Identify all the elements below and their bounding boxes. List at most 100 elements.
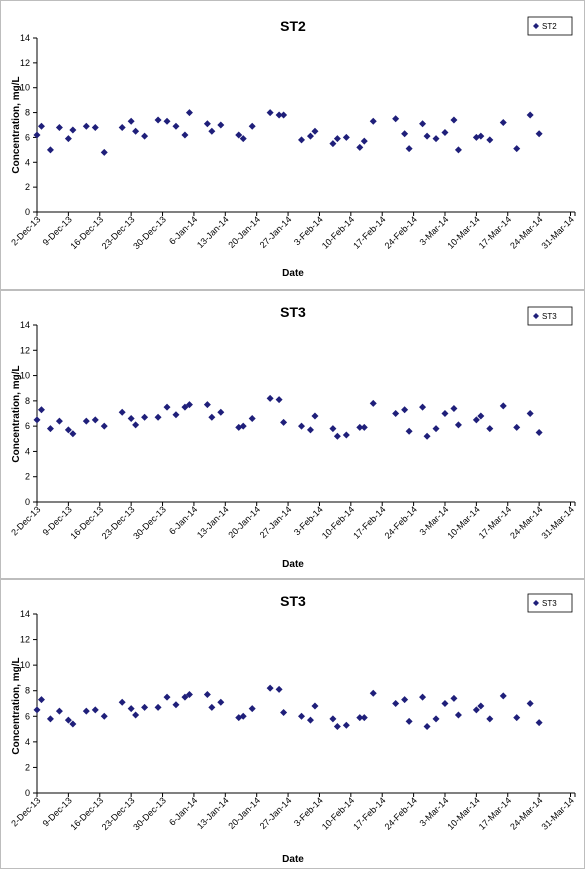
x-tick-label: 16-Dec-13	[68, 214, 105, 251]
data-point	[369, 399, 377, 407]
data-point	[203, 401, 211, 409]
data-point	[298, 422, 306, 430]
data-point	[217, 698, 225, 706]
x-tick-label: 20-Jan-14	[226, 795, 262, 831]
data-point	[454, 711, 462, 719]
x-tick-label: 2-Dec-13	[9, 795, 42, 828]
data-point	[100, 712, 108, 720]
data-point	[239, 135, 247, 143]
data-point	[69, 126, 77, 134]
chart-svg: ST2 ST2 0 2 4 6 8 10 12 14 2-Dec-139-Dec-1316-D…	[9, 16, 576, 279]
chart-panel-st3-duplicate: ST3 ST3 0 2 4 6 8 10 12 14 2-Dec-13 9-Dec-13 16-D…	[0, 579, 585, 869]
data-point	[118, 123, 126, 131]
data-point	[266, 394, 274, 402]
x-tick-label: 10-Mar-14	[445, 504, 481, 540]
data-point	[405, 427, 413, 435]
data-point	[392, 115, 400, 123]
chart-svg: ST3 ST3 0 2 4 6 8 10 12 14 2-Dec-139-Dec-1316-D…	[9, 593, 576, 865]
x-tick-label: 27-Jan-14	[258, 504, 294, 540]
data-point	[172, 701, 180, 709]
data-point	[342, 721, 350, 729]
data-point	[91, 123, 99, 131]
x-tick-label: 24-Mar-14	[508, 214, 544, 250]
data-point	[275, 685, 283, 693]
data-point	[82, 417, 90, 425]
y-tick-label: 8	[25, 686, 30, 696]
data-points	[33, 684, 543, 731]
x-tick-label: 24-Feb-14	[383, 504, 419, 540]
data-point	[432, 135, 440, 143]
data-point	[208, 413, 216, 421]
data-point	[132, 711, 140, 719]
x-tick-label: 31-Mar-14	[540, 795, 576, 831]
data-point	[419, 693, 427, 701]
data-point	[185, 691, 193, 699]
axes	[33, 37, 576, 216]
data-point	[208, 703, 216, 711]
data-point	[333, 432, 341, 440]
y-tick-label: 4	[25, 157, 30, 167]
legend: ST3	[527, 306, 573, 326]
data-point	[163, 117, 171, 125]
x-tick-label: 23-Dec-13	[100, 795, 137, 832]
x-tick-label: 30-Dec-13	[131, 214, 168, 251]
y-tick-label: 8	[25, 108, 30, 118]
data-point	[450, 116, 458, 124]
y-axis-label: Concentration, mg/L	[11, 657, 22, 754]
x-tick-label: 24-Mar-14	[508, 795, 544, 831]
data-point	[311, 702, 319, 710]
data-point	[33, 131, 41, 139]
data-point	[356, 423, 364, 431]
data-point	[311, 127, 319, 135]
data-point	[329, 715, 337, 723]
y-tick-label: 2	[25, 472, 30, 482]
data-point	[217, 408, 225, 416]
legend-box	[527, 16, 573, 36]
data-point	[405, 145, 413, 153]
data-point	[82, 122, 90, 130]
data-point	[82, 707, 90, 715]
data-point	[185, 109, 193, 117]
data-point	[477, 132, 485, 140]
data-point	[526, 700, 534, 707]
data-point	[392, 410, 400, 417]
y-tick-label: 10	[20, 660, 30, 670]
data-points	[33, 109, 543, 156]
data-point	[235, 131, 243, 139]
chart-title: ST3	[280, 593, 306, 609]
y-tick-label: 0	[25, 207, 30, 217]
data-point	[46, 425, 54, 433]
data-point	[360, 423, 368, 431]
y-axis-label: Concentration, mg/L	[11, 76, 22, 173]
y-tick-labels: 0 2 4 6 8 10 12 14	[20, 33, 30, 217]
data-point	[118, 698, 126, 706]
data-point	[91, 706, 99, 714]
data-point	[33, 706, 41, 714]
data-points	[33, 394, 543, 440]
x-tick-label: 2-Dec-13	[9, 504, 42, 537]
data-point	[454, 146, 462, 154]
data-point	[275, 111, 283, 119]
data-point	[69, 720, 77, 728]
legend-marker-icon	[533, 23, 539, 29]
x-tick-label: 23-Dec-13	[100, 214, 137, 251]
data-point	[275, 396, 283, 404]
data-point	[513, 145, 521, 153]
data-point	[132, 127, 140, 135]
data-point	[513, 714, 521, 722]
data-point	[141, 703, 149, 711]
data-point	[526, 111, 534, 119]
x-tick-label: 31-Mar-14	[540, 504, 576, 540]
data-point	[127, 415, 135, 423]
data-point	[91, 416, 99, 424]
data-point	[405, 717, 413, 725]
x-tick-label: 13-Jan-14	[195, 504, 231, 540]
x-tick-labels: 2-Dec-139-Dec-1316-Dec-1323-Dec-1330-Dec…	[9, 504, 576, 541]
x-tick-label: 17-Mar-14	[477, 795, 513, 831]
x-tick-label: 27-Jan-14	[258, 795, 294, 831]
data-point	[499, 119, 507, 127]
data-point	[450, 694, 458, 702]
data-point	[499, 692, 507, 700]
data-point	[37, 122, 45, 130]
data-point	[154, 116, 162, 124]
